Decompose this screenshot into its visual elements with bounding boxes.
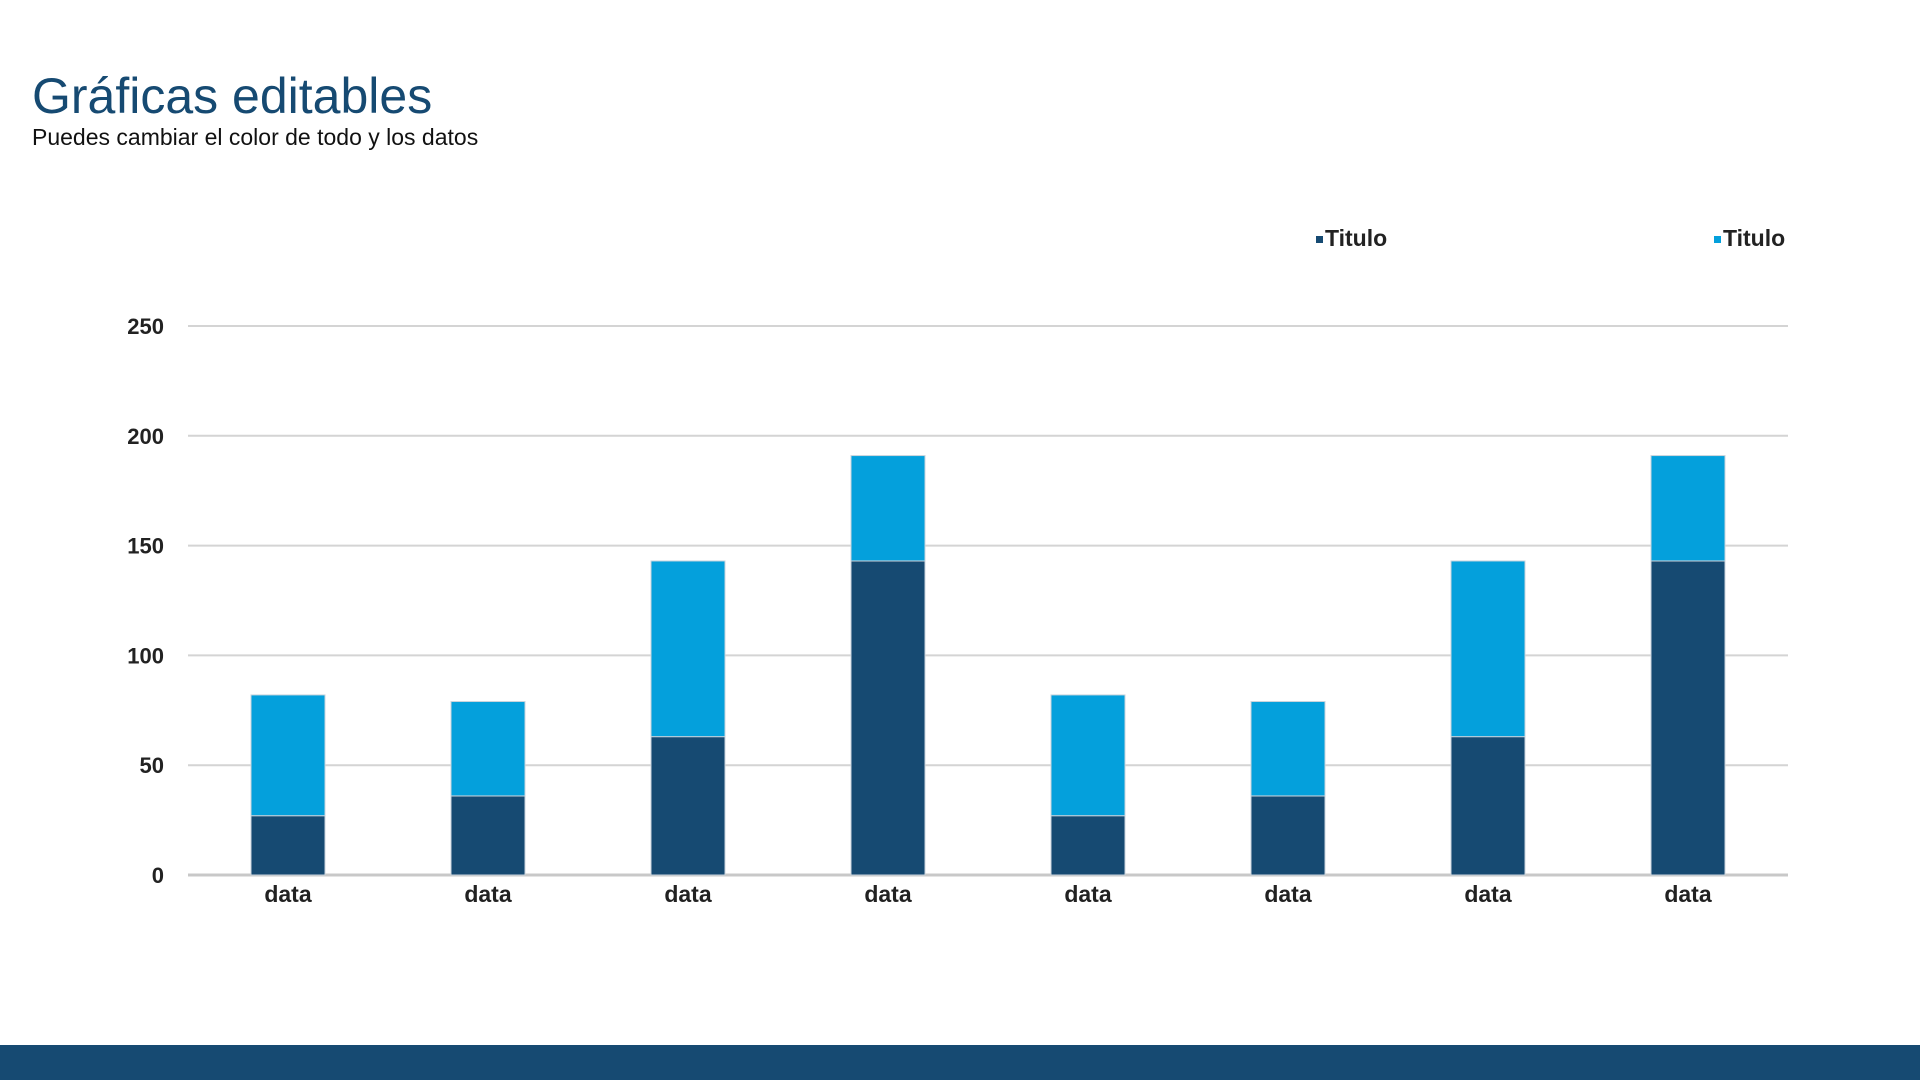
y-tick-label: 50 bbox=[140, 753, 164, 778]
chart-bars bbox=[250, 455, 1726, 876]
y-tick-label: 200 bbox=[127, 424, 164, 449]
bar-segment-series-2 bbox=[250, 694, 326, 817]
bar-segment-series-2 bbox=[1050, 694, 1126, 817]
bar-segment-series-1 bbox=[1450, 736, 1526, 876]
bar-segment-series-2 bbox=[1450, 560, 1526, 738]
legend-label: Titulo bbox=[1325, 225, 1387, 251]
y-tick-label: 250 bbox=[127, 314, 164, 339]
chart-axes: 0 50 100 150 200 250 data data data data data data d… bbox=[127, 314, 1712, 907]
x-tick-label: data bbox=[1064, 881, 1112, 907]
y-tick-label: 100 bbox=[127, 643, 164, 668]
chart-legend: Titulo Titulo bbox=[1316, 225, 1785, 251]
bar-segment-series-2 bbox=[1250, 701, 1326, 797]
bar-segment-series-1 bbox=[1050, 815, 1126, 876]
x-tick-label: data bbox=[1664, 881, 1712, 907]
footer-band bbox=[0, 1045, 1920, 1080]
bar-segment-series-2 bbox=[650, 560, 726, 738]
chart-gridlines bbox=[188, 325, 1788, 877]
legend-label: Titulo bbox=[1723, 225, 1785, 251]
legend-swatch bbox=[1714, 236, 1721, 243]
bar-segment-series-2 bbox=[450, 701, 526, 797]
bar-segment-series-1 bbox=[250, 815, 326, 876]
x-tick-label: data bbox=[464, 881, 512, 907]
x-tick-label: data bbox=[1264, 881, 1312, 907]
bar-segment-series-1 bbox=[1250, 795, 1326, 876]
y-tick-label: 150 bbox=[127, 534, 164, 559]
bar-segment-series-1 bbox=[1650, 560, 1726, 876]
page-title: Gráficas editables bbox=[32, 68, 433, 124]
x-tick-label: data bbox=[264, 881, 312, 907]
x-tick-label: data bbox=[1464, 881, 1512, 907]
bar-segment-series-2 bbox=[850, 455, 926, 562]
bar-segment-series-1 bbox=[650, 736, 726, 876]
bar-segment-series-1 bbox=[850, 560, 926, 876]
bar-segment-series-1 bbox=[450, 795, 526, 876]
x-tick-label: data bbox=[864, 881, 912, 907]
x-tick-label: data bbox=[664, 881, 712, 907]
page-subtitle: Puedes cambiar el color de todo y los da… bbox=[32, 124, 479, 150]
legend-swatch bbox=[1316, 236, 1323, 243]
bar-segment-series-2 bbox=[1650, 455, 1726, 562]
y-tick-label: 0 bbox=[152, 863, 164, 888]
stacked-bar-chart: 0 50 100 150 200 250 data data data data data data d… bbox=[127, 225, 1788, 907]
